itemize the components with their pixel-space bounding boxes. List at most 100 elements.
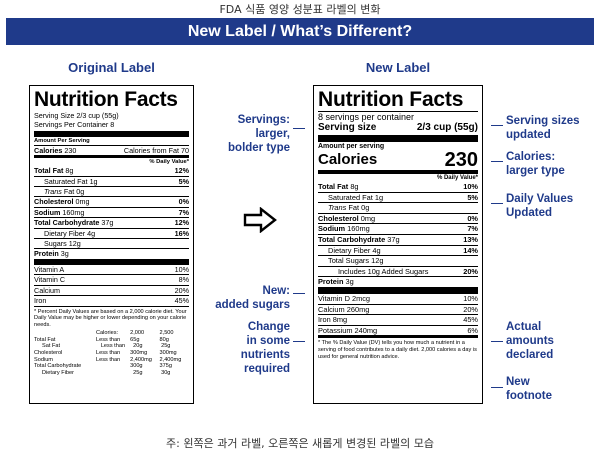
nutrient-name: Sodium — [34, 207, 61, 217]
nutrient-dv: 0% — [467, 213, 478, 223]
vitamin-dv: 20% — [463, 304, 478, 314]
footnote-table-cell: Less than — [96, 336, 121, 343]
nutrient-name-amount: Total Fat 8g — [318, 182, 359, 192]
nutrient-name: Total Fat — [318, 182, 349, 191]
nutrient-amount: 4g — [87, 228, 96, 238]
nutrient-name: Saturated Fat — [44, 176, 88, 186]
new-label-heading: New Label — [365, 60, 431, 75]
annotation-connector — [491, 341, 503, 342]
nutrient-amount: 160mg — [62, 207, 85, 217]
nutrient-dv: 5% — [178, 176, 189, 186]
footnote-table-cell: 2,400mg — [159, 356, 182, 363]
nutrient-amount: 37g — [387, 234, 400, 244]
nutrient-amount: 12g — [371, 256, 384, 266]
nutrient-row: Total Fat 8g 12% — [34, 166, 189, 175]
annotation-added-sugars: New: added sugars — [215, 285, 290, 311]
thick-divider — [34, 130, 189, 137]
footnote-table-cell: 20g — [133, 343, 143, 350]
original-amount-per-serving: Amount Per Serving — [34, 137, 90, 144]
annotation-daily-values: Daily Values Updated — [506, 193, 574, 219]
footnote-table-cell: 65g — [130, 336, 140, 343]
annotation-footnote: New footnote — [506, 376, 552, 402]
nutrient-row: Total Carbohydrate 37g 12% — [34, 217, 189, 227]
nutrient-amount: 37g — [101, 218, 114, 228]
footnote-table-cell: Less than — [100, 343, 126, 350]
nutrient-name: Dietary Fiber — [44, 228, 86, 238]
footnote-table-cell: 25g — [133, 369, 143, 376]
nutrient-name: Trans — [44, 187, 62, 197]
nutrient-name-amount: Includes 10g Added Sugars — [338, 267, 428, 277]
nutrient-row: Sodium 160mg 7% — [318, 223, 478, 234]
footnote-table-cell — [101, 370, 133, 377]
vitamin-dv: 45% — [174, 296, 189, 306]
annotation-connector — [491, 125, 503, 126]
nutrient-name: Total Carbohydrate — [318, 234, 386, 244]
nutrient-dv: 7% — [467, 224, 478, 234]
footnote-table-row: Total Fat Less than 65g 80g — [34, 337, 189, 344]
nutrient-name-amount: Protein 3g — [34, 249, 69, 258]
vitamin-name: Calcium — [34, 285, 60, 295]
nutrient-dv: 12% — [174, 218, 189, 228]
footnote-table-cell: Calories: — [96, 330, 119, 337]
vitamin-dv: 6% — [467, 325, 478, 335]
new-footnote: * The % Daily Value (DV) tells you how m… — [318, 340, 477, 360]
nutrient-name-amount: Saturated Fat 1g — [44, 177, 98, 186]
nutrient-row: Protein 3g — [318, 276, 478, 287]
nutrient-name-amount: Total Fat 8g — [34, 166, 73, 175]
footnote-table-cell: 80g — [159, 336, 169, 343]
vitamin-name: Vitamin C — [34, 275, 66, 285]
annotation-nutrients: Change in some nutrients required — [240, 321, 290, 375]
vitamin-row: Iron 45% — [34, 295, 189, 305]
footnote-table-cell: 300g — [130, 363, 143, 370]
medium-divider — [318, 335, 478, 339]
nutrient-row: Includes 10g Added Sugars 20% — [318, 265, 478, 277]
footnote-table-cell: Total Carbohydrate — [34, 363, 82, 370]
original-label-heading: Original Label — [68, 60, 155, 75]
footnote-table-header: Calories: 2,000 2,500 — [34, 330, 189, 337]
nutrient-row: Trans Fat 0g — [34, 186, 189, 196]
footnote-table-cell: 2,400mg — [130, 356, 152, 363]
nutrient-amount: 160mg — [347, 224, 370, 234]
vitamin-dv: 10% — [463, 293, 478, 303]
new-amount-per-serving: Amount per serving — [318, 143, 385, 150]
footnote-table-cell: 25g — [161, 343, 171, 350]
nutrient-name-amount: Saturated Fat 1g — [328, 193, 383, 203]
vitamin-dv: 20% — [174, 285, 189, 295]
annotation-connector — [293, 293, 305, 294]
vitamin-name: Iron 8mg — [318, 315, 348, 325]
nutrient-dv: 10% — [463, 182, 478, 191]
nutrient-amount: 4g — [372, 245, 381, 255]
vitamin-name: Vitamin D 2mcg — [318, 293, 371, 303]
footnote-table-row: Total Carbohydrate 300g 375g — [34, 363, 189, 370]
nutrient-amount: 3g — [345, 277, 354, 287]
top-caption: FDA 식품 영양 성분표 라벨의 변화 — [219, 3, 381, 16]
new-servings-per-container: 8 servings per container — [318, 111, 478, 122]
nutrient-amount: 8g — [65, 166, 74, 176]
nutrient-name: Protein — [34, 249, 59, 259]
nutrient-row: Protein 3g — [34, 248, 189, 258]
footnote-table-row: Sodium Less than 2,400mg 2,400mg — [34, 357, 189, 364]
footnote-table-cell: 300mg — [159, 350, 177, 357]
nutrient-name-amount: Dietary Fiber 4g — [328, 246, 381, 256]
nutrient-name-amount: Cholesterol 0mg — [318, 214, 375, 224]
vitamin-row: Vitamin A 10% — [34, 265, 189, 274]
new-serving-size-row: Serving size 2/3 cup (55g) — [318, 122, 478, 134]
nutrient-name-amount: Total Carbohydrate 37g — [318, 235, 400, 245]
footnote-table-cell: Less than — [96, 350, 121, 357]
footnote-table-cell: 300mg — [130, 350, 148, 357]
annotation-calories: Calories: larger type — [506, 151, 565, 177]
nutrient-name-amount: Total Carbohydrate 37g — [34, 218, 113, 227]
annotation-connector — [491, 203, 503, 204]
original-calories-label: Calories — [34, 145, 63, 155]
nutrient-row: Sodium 160mg 7% — [34, 206, 189, 217]
nutrient-name-amount: Sodium 160mg — [318, 224, 370, 234]
nutrient-dv: 0% — [178, 197, 189, 207]
new-label-title: Nutrition Facts — [318, 88, 464, 111]
nutrient-row: Trans Fat 0g — [318, 202, 478, 213]
footnote-table-cell: Dietary Fiber — [42, 369, 75, 376]
vitamin-dv: 45% — [463, 315, 478, 325]
nutrient-name-amount: Protein 3g — [318, 277, 354, 287]
nutrient-name: Trans — [328, 203, 347, 213]
footnote-table-cell: 375g — [159, 363, 172, 370]
nutrient-row: Dietary Fiber 4g 14% — [318, 244, 478, 256]
